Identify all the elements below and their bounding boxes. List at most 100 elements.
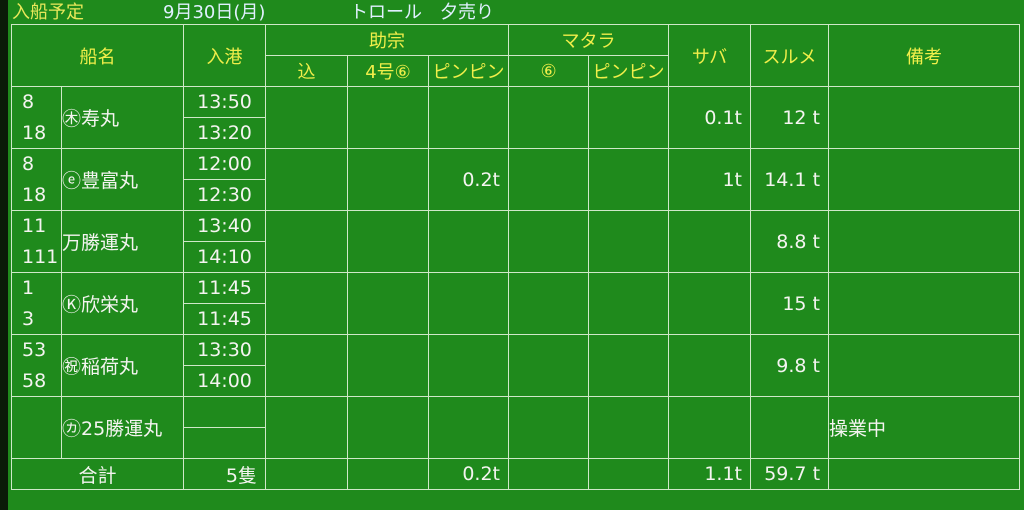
value-cell <box>427 272 510 335</box>
table-row: 111 14:10 <box>11 241 1020 273</box>
value-cell <box>508 148 590 211</box>
arrival-time: 13:20 <box>183 117 266 149</box>
value-cell <box>828 210 1021 273</box>
value-cell <box>265 86 348 149</box>
value-cell <box>508 86 590 149</box>
ship-name: ⓔ豊富丸 <box>61 148 184 211</box>
value-cell <box>508 272 590 335</box>
ship-number <box>11 396 62 428</box>
board-title: 入船予定 9月30日(月) トロール 夕売り <box>8 0 1024 24</box>
arrival-time: 13:40 <box>183 210 266 242</box>
total-value: 1.1t <box>668 458 752 490</box>
value-cell <box>265 148 348 211</box>
value-cell: 0.2t <box>427 148 510 211</box>
value-cell <box>828 272 1021 335</box>
value-cell <box>588 148 670 211</box>
title-date: 9月30日(月) <box>163 2 266 23</box>
arrival-time: 14:00 <box>183 365 266 397</box>
table-row: ㋕25勝運丸 操業中 <box>11 396 1021 459</box>
header-matara: マタラ <box>508 24 670 56</box>
ship-name: Ⓚ欣栄丸 <box>61 272 184 335</box>
header-sukesou-sub: ピンピン <box>427 55 510 87</box>
value-cell <box>668 210 752 273</box>
header-arrival: 入港 <box>183 24 266 87</box>
ship-number: 58 <box>11 365 62 397</box>
header-sukesou-sub: 4号⑥ <box>347 55 429 87</box>
ship-number: 18 <box>11 179 62 211</box>
value-cell <box>265 210 348 273</box>
value-cell <box>668 272 752 335</box>
title-label: 入船予定 <box>12 2 84 23</box>
ship-name: ㊍寿丸 <box>61 86 184 149</box>
ship-number: 8 <box>11 148 62 180</box>
value-cell <box>347 210 429 273</box>
header-saba: サバ <box>668 24 752 87</box>
total-value <box>265 458 348 490</box>
arrival-time: 11:45 <box>183 303 266 335</box>
header-remarks: 備考 <box>828 24 1021 87</box>
table-row: 18 12:30 <box>11 179 1020 211</box>
ship-name: ㋕25勝運丸 <box>61 396 184 459</box>
ship-name: 万勝運丸 <box>61 210 184 273</box>
value-cell <box>347 148 429 211</box>
value-cell <box>588 334 670 397</box>
table-row: 58 14:00 <box>11 365 1020 397</box>
value-cell <box>668 334 752 397</box>
header-sukesou: 助宗 <box>264 24 510 56</box>
value-cell <box>588 86 670 149</box>
value-cell <box>347 396 429 459</box>
total-value <box>588 458 670 490</box>
header-matara-sub: ⑥ <box>508 55 590 87</box>
table-row: 8 ㊍寿丸 13:50 0.1t 12 t <box>11 86 1021 149</box>
header-ship: 船名 <box>11 24 184 87</box>
arrival-time <box>183 427 266 459</box>
value-cell <box>265 272 348 335</box>
arrival-time: 13:50 <box>183 86 266 118</box>
value-cell <box>750 396 830 459</box>
header-sukesou-sub: 込 <box>265 55 348 87</box>
header-surume: スルメ <box>750 24 830 87</box>
value-cell <box>588 272 670 335</box>
ship-number <box>11 427 62 459</box>
table-row: 1 Ⓚ欣栄丸 11:45 15 t <box>11 272 1021 335</box>
arrival-time <box>183 396 266 428</box>
ship-number: 3 <box>11 303 62 335</box>
value-cell <box>347 272 429 335</box>
total-label: 合計 <box>11 458 184 490</box>
total-value <box>347 458 429 490</box>
ship-number: 53 <box>11 334 62 366</box>
table-row: 18 13:20 <box>11 117 1020 149</box>
value-cell: 14.1 t <box>750 148 830 211</box>
value-cell <box>508 210 590 273</box>
table-row: 11 万勝運丸 13:40 8.8 t <box>11 210 1021 273</box>
value-cell <box>588 396 670 459</box>
value-cell <box>265 396 348 459</box>
value-cell <box>347 334 429 397</box>
total-count: 5隻 <box>183 458 266 490</box>
total-row: 合計 5隻 0.2t 1.1t 59.7 t <box>11 458 1021 490</box>
arrival-time: 11:45 <box>183 272 266 304</box>
total-value <box>828 458 1021 490</box>
arrival-time: 13:30 <box>183 334 266 366</box>
value-cell <box>265 334 348 397</box>
title-type: トロール 夕売り <box>350 2 494 23</box>
value-cell: 15 t <box>750 272 830 335</box>
ship-number: 11 <box>11 210 62 242</box>
display-board: 入船予定 9月30日(月) トロール 夕売り 船名 入港 助宗 マタラ サバ ス… <box>8 0 1024 510</box>
total-value <box>508 458 590 490</box>
value-cell: 0.1t <box>668 86 752 149</box>
value-cell <box>668 396 752 459</box>
arrival-time: 14:10 <box>183 241 266 273</box>
total-value: 59.7 t <box>750 458 830 490</box>
value-cell <box>427 210 510 273</box>
table-row: 3 11:45 <box>11 303 1020 335</box>
value-cell <box>427 396 510 459</box>
value-cell <box>427 86 510 149</box>
value-cell <box>427 334 510 397</box>
value-cell: 操業中 <box>828 396 1021 459</box>
landing-table: 船名 入港 助宗 マタラ サバ スルメ 備考 込 4号⑥ ピンピン ⑥ ピンピン… <box>11 24 1021 490</box>
table-row <box>11 427 1020 459</box>
table-row: 53 ㊗稲荷丸 13:30 9.8 t <box>11 334 1021 397</box>
arrival-time: 12:30 <box>183 179 266 211</box>
ship-number: 111 <box>11 241 62 273</box>
